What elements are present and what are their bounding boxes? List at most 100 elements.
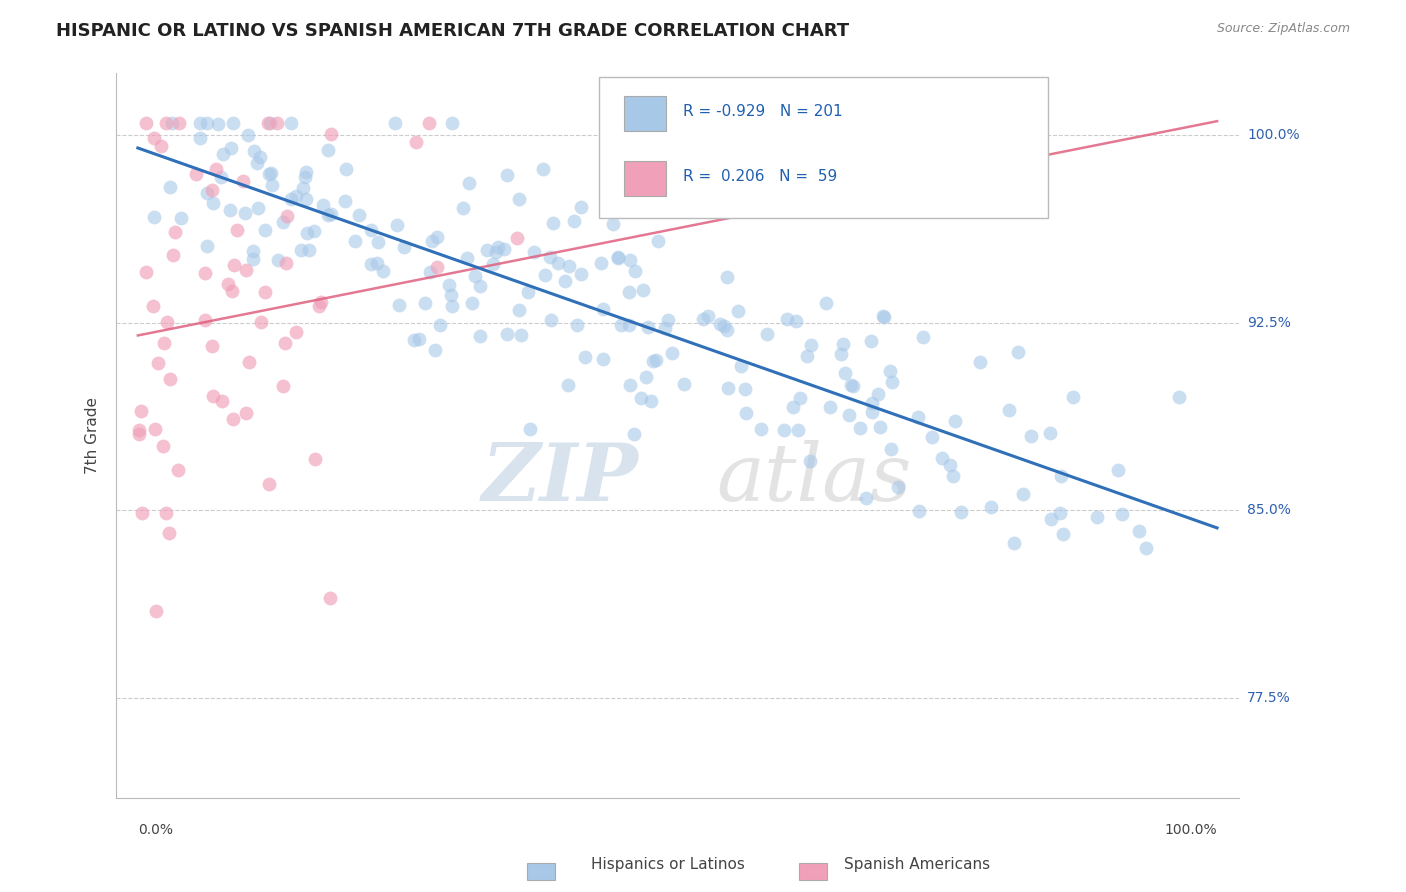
- Point: [713, 319, 735, 334]
- Point: [879, 364, 901, 378]
- Point: [647, 234, 669, 248]
- Point: [832, 336, 855, 351]
- Point: [347, 208, 370, 222]
- Point: [259, 166, 281, 180]
- Text: HISPANIC OR LATINO VS SPANISH AMERICAN 7TH GRADE CORRELATION CHART: HISPANIC OR LATINO VS SPANISH AMERICAN 7…: [56, 22, 849, 40]
- Point: [274, 256, 297, 270]
- Point: [709, 317, 731, 331]
- Point: [211, 393, 233, 408]
- Point: [997, 403, 1019, 417]
- Point: [1007, 345, 1029, 359]
- Point: [547, 256, 569, 270]
- Point: [879, 442, 901, 456]
- Point: [1049, 506, 1071, 520]
- Point: [246, 155, 269, 169]
- Point: [623, 264, 645, 278]
- Point: [280, 116, 302, 130]
- Point: [820, 401, 842, 415]
- Point: [201, 339, 224, 353]
- Point: [308, 299, 330, 313]
- Point: [461, 295, 484, 310]
- Point: [523, 245, 546, 260]
- Point: [257, 116, 280, 130]
- Point: [360, 257, 382, 271]
- Point: [153, 335, 176, 350]
- Point: [408, 333, 430, 347]
- Point: [630, 392, 652, 406]
- Point: [150, 138, 173, 153]
- Point: [280, 192, 302, 206]
- Point: [458, 176, 481, 190]
- Point: [860, 396, 883, 410]
- Point: [860, 404, 883, 418]
- Point: [492, 242, 515, 256]
- Point: [619, 253, 641, 268]
- Point: [1019, 429, 1042, 443]
- Point: [222, 116, 245, 130]
- Point: [367, 235, 389, 250]
- Point: [911, 330, 934, 344]
- Point: [276, 210, 298, 224]
- Point: [167, 116, 190, 130]
- Point: [290, 244, 312, 258]
- Point: [385, 218, 408, 232]
- Point: [429, 318, 451, 333]
- Point: [557, 378, 579, 392]
- Point: [148, 356, 170, 370]
- Point: [253, 222, 276, 236]
- Point: [1168, 390, 1191, 404]
- Point: [128, 427, 150, 442]
- Point: [907, 409, 929, 424]
- Point: [440, 288, 463, 302]
- Point: [508, 193, 530, 207]
- Point: [295, 164, 318, 178]
- Point: [135, 265, 157, 279]
- Point: [219, 203, 242, 218]
- Point: [205, 161, 228, 176]
- Point: [800, 338, 823, 352]
- Point: [943, 414, 966, 428]
- Point: [589, 256, 612, 270]
- Point: [735, 406, 758, 420]
- Point: [259, 477, 281, 491]
- Point: [271, 215, 294, 229]
- Point: [506, 231, 529, 245]
- Point: [250, 314, 273, 328]
- Point: [939, 458, 962, 472]
- Point: [222, 258, 245, 272]
- Point: [1087, 510, 1109, 524]
- Point: [143, 422, 166, 436]
- Point: [167, 463, 190, 477]
- Point: [131, 506, 153, 520]
- Point: [159, 180, 181, 194]
- Point: [143, 131, 166, 145]
- Point: [274, 335, 297, 350]
- Point: [1038, 425, 1060, 440]
- Point: [246, 201, 269, 215]
- Point: [907, 503, 929, 517]
- Point: [233, 206, 256, 220]
- FancyBboxPatch shape: [624, 96, 666, 131]
- Point: [426, 260, 449, 275]
- Point: [508, 303, 530, 318]
- Point: [606, 250, 628, 264]
- Point: [211, 147, 233, 161]
- Point: [193, 266, 215, 280]
- Point: [716, 270, 738, 285]
- Point: [285, 325, 308, 339]
- Point: [569, 200, 592, 214]
- Text: Source: ZipAtlas.com: Source: ZipAtlas.com: [1216, 22, 1350, 36]
- Point: [592, 301, 614, 316]
- Text: 77.5%: 77.5%: [1247, 691, 1291, 705]
- Point: [135, 116, 157, 130]
- Point: [562, 214, 585, 228]
- Point: [848, 420, 870, 434]
- Point: [201, 183, 224, 197]
- Point: [1062, 390, 1084, 404]
- Point: [785, 314, 807, 328]
- Y-axis label: 7th Grade: 7th Grade: [86, 397, 100, 474]
- Point: [388, 298, 411, 312]
- Point: [592, 351, 614, 366]
- Point: [235, 263, 257, 277]
- Point: [921, 430, 943, 444]
